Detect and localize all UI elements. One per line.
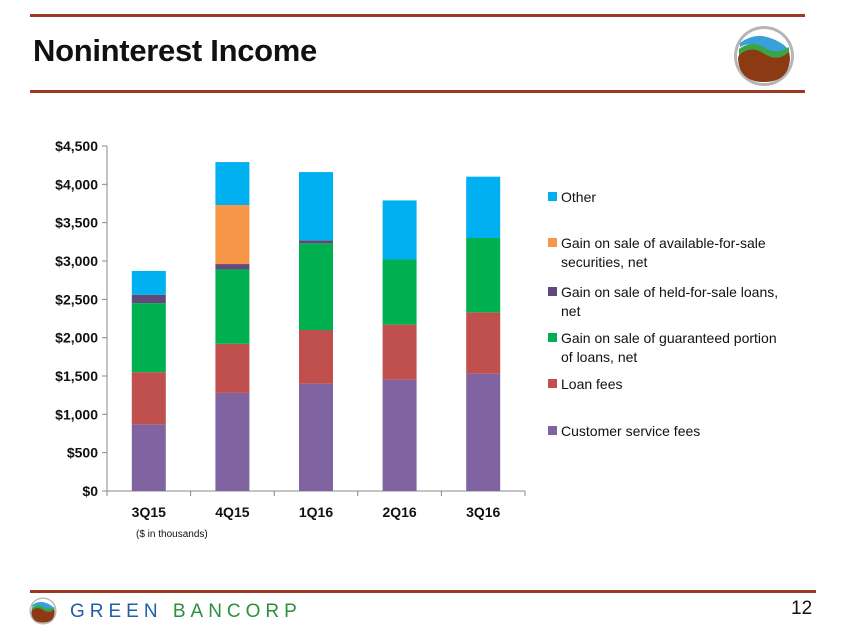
bar-segment bbox=[299, 240, 333, 244]
bar-segment bbox=[382, 259, 417, 325]
x-tick-label: 2Q16 bbox=[382, 504, 416, 520]
legend-swatch bbox=[548, 426, 557, 435]
bar-segment bbox=[215, 205, 250, 265]
bar-segment bbox=[299, 243, 333, 330]
legend-swatch bbox=[548, 238, 557, 247]
bar-segment bbox=[131, 294, 166, 304]
bar-segment bbox=[382, 324, 417, 380]
chart-legend: Other Gain on sale of available-for-sale s… bbox=[548, 189, 778, 439]
bar-segment bbox=[131, 424, 166, 491]
bar-segment bbox=[466, 312, 501, 374]
top-rule bbox=[30, 14, 805, 17]
y-tick-label: $2,000 bbox=[55, 330, 98, 346]
brand-name-green: GREEN bbox=[70, 601, 163, 622]
legend-label: of loans, net bbox=[561, 349, 637, 365]
page-number: 12 bbox=[791, 598, 813, 619]
x-tick-label: 1Q16 bbox=[299, 504, 333, 520]
y-tick-label: $3,500 bbox=[55, 215, 98, 231]
bar-segment bbox=[299, 172, 333, 241]
y-tick-label: $500 bbox=[67, 445, 98, 461]
legend-label: Gain on sale of held-for-sale loans, bbox=[561, 284, 778, 300]
bar-segment bbox=[215, 269, 250, 344]
y-axis: $0 $500 $1,000 $1,500 $2,000 $2,500 $3,000 $3,5… bbox=[55, 138, 108, 499]
bar-segment bbox=[382, 200, 417, 260]
y-tick-label: $3,000 bbox=[55, 253, 98, 269]
bar-segment bbox=[131, 303, 166, 373]
x-axis: 3Q15 4Q15 1Q16 2Q16 3Q16 bbox=[106, 490, 526, 520]
y-tick-label: $1,500 bbox=[55, 368, 98, 384]
bar-segment bbox=[466, 238, 501, 313]
bar-segment bbox=[215, 264, 250, 270]
legend-label: Customer service fees bbox=[561, 423, 700, 439]
bar-segment bbox=[215, 343, 250, 393]
footer-rule bbox=[30, 590, 816, 593]
bar-segment bbox=[466, 373, 501, 491]
bar-segment bbox=[466, 176, 501, 238]
bar-segment bbox=[131, 270, 166, 295]
x-tick-label: 3Q16 bbox=[466, 504, 500, 520]
legend-swatch bbox=[548, 287, 557, 296]
x-tick-label: 3Q15 bbox=[132, 504, 166, 520]
page-title: Noninterest Income bbox=[33, 33, 317, 68]
bar-segment bbox=[299, 330, 333, 384]
y-tick-label: $0 bbox=[82, 483, 98, 499]
legend-label: securities, net bbox=[561, 254, 647, 270]
bank-logo-icon bbox=[734, 26, 794, 86]
noninterest-income-chart: $0 $500 $1,000 $1,500 $2,000 $2,500 $3,000 $3,5… bbox=[55, 138, 778, 540]
legend-label: Other bbox=[561, 189, 596, 205]
legend-swatch bbox=[548, 333, 557, 342]
y-tick-label: $1,000 bbox=[55, 406, 98, 422]
footer-logo-icon bbox=[29, 597, 57, 625]
header-rule bbox=[30, 90, 805, 93]
legend-swatch bbox=[548, 192, 557, 201]
legend-label: net bbox=[561, 303, 581, 319]
legend-label: Gain on sale of guaranteed portion bbox=[561, 330, 777, 346]
bar-segment bbox=[215, 162, 250, 206]
brand-name-bancorp: BANCORP bbox=[172, 601, 302, 622]
y-tick-label: $4,500 bbox=[55, 138, 98, 154]
x-tick-label: 4Q15 bbox=[215, 504, 249, 520]
y-tick-label: $4,000 bbox=[55, 176, 98, 192]
bar-segment bbox=[215, 392, 250, 491]
bar-segment bbox=[299, 383, 333, 491]
bar-stacks bbox=[131, 162, 501, 491]
legend-label: Gain on sale of available-for-sale bbox=[561, 235, 766, 251]
bar-segment bbox=[382, 379, 417, 491]
legend-swatch bbox=[548, 379, 557, 388]
y-tick-label: $2,500 bbox=[55, 291, 98, 307]
legend-label: Loan fees bbox=[561, 376, 623, 392]
brand-name: GREEN BANCORP bbox=[70, 601, 302, 623]
units-note: ($ in thousands) bbox=[136, 529, 208, 540]
bar-segment bbox=[131, 372, 166, 425]
